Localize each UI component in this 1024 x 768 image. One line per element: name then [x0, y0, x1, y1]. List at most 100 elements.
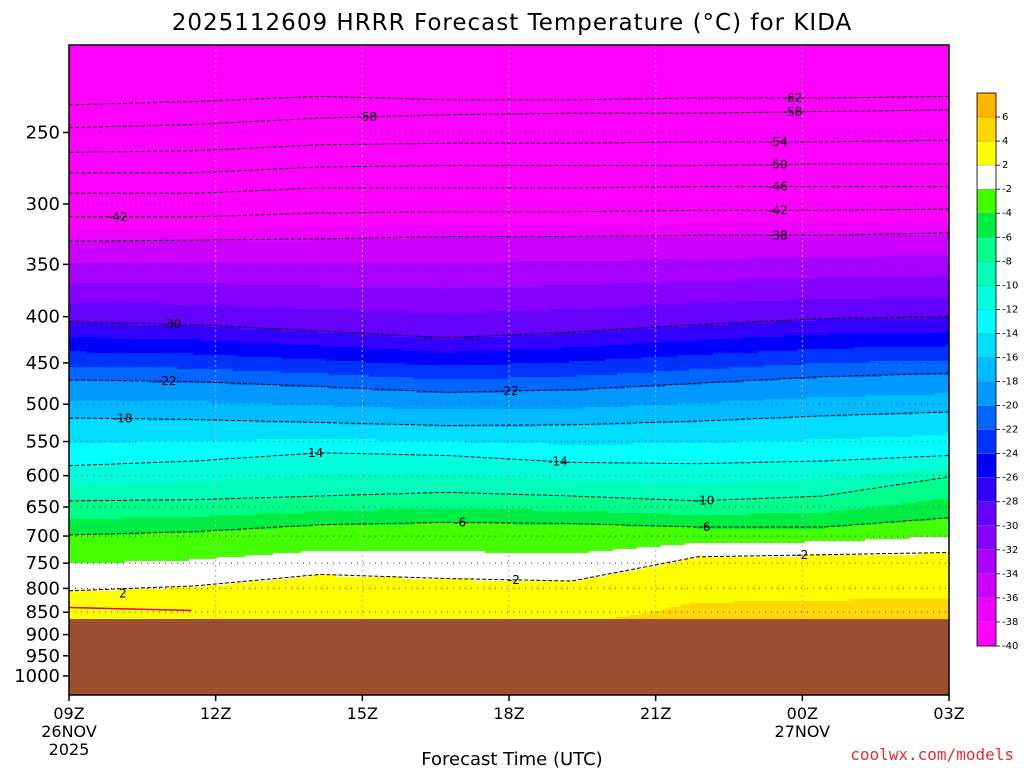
- colorbar-label: -10: [1002, 280, 1018, 291]
- fill-cell: [133, 325, 138, 340]
- fill-cell: [793, 365, 798, 380]
- fill-cell: [273, 553, 278, 580]
- fill-cell: [849, 363, 854, 378]
- fill-cell: [817, 417, 822, 440]
- fill-cell: [449, 409, 454, 428]
- fill-cell: [865, 491, 870, 508]
- fill-cell: [117, 519, 122, 536]
- fill-cell: [329, 263, 334, 288]
- fill-cell: [341, 439, 346, 456]
- fill-cell: [389, 349, 394, 364]
- fill-cell: [333, 45, 338, 228]
- fill-cell: [145, 263, 150, 284]
- fill-cell: [749, 481, 754, 500]
- fill-cell: [293, 45, 298, 228]
- fill-cell: [685, 223, 690, 238]
- colorbar-label: -14: [1002, 328, 1018, 339]
- fill-cell: [817, 497, 822, 514]
- fill-cell: [941, 435, 946, 458]
- fill-cell: [865, 395, 870, 416]
- fill-cell: [477, 409, 482, 428]
- fill-cell: [237, 327, 242, 342]
- fill-cell: [793, 299, 798, 322]
- fill-cell: [697, 223, 702, 238]
- fill-cell: [101, 367, 106, 382]
- fill-cell: [473, 581, 478, 620]
- fill-cell: [733, 383, 738, 402]
- fill-cell: [821, 257, 826, 278]
- fill-cell: [225, 459, 230, 480]
- fill-cell: [901, 347, 906, 362]
- fill-cell: [641, 547, 646, 570]
- fill-cell: [401, 475, 406, 496]
- fill-cell: [745, 259, 750, 280]
- fill-cell: [325, 333, 330, 348]
- fill-cell: [601, 237, 606, 262]
- fill-cell: [233, 229, 238, 242]
- fill-cell: [581, 553, 586, 580]
- fill-cell: [465, 225, 470, 238]
- fill-cell: [661, 423, 666, 444]
- fill-cell: [161, 241, 166, 264]
- fill-cell: [537, 553, 542, 582]
- fill-cell: [861, 541, 866, 556]
- fill-cell: [425, 509, 430, 524]
- fill-cell: [481, 409, 486, 428]
- fill-cell: [509, 509, 514, 524]
- fill-cell: [381, 377, 386, 392]
- fill-cell: [673, 483, 678, 502]
- fill-cell: [289, 439, 294, 456]
- fill-cell: [589, 407, 594, 426]
- colorbar-cell: [976, 261, 997, 286]
- fill-cell: [81, 229, 86, 244]
- fill-cell: [825, 319, 830, 336]
- fill-cell: [541, 409, 546, 426]
- fill-cell: [437, 365, 442, 380]
- fill-cell: [245, 479, 250, 500]
- fill-cell: [285, 359, 290, 374]
- fill-cell: [941, 413, 946, 436]
- fill-cell: [769, 513, 774, 530]
- fill-cell: [705, 325, 710, 340]
- fill-cell: [901, 539, 906, 556]
- fill-cell: [545, 237, 550, 262]
- fill-cell: [665, 225, 670, 238]
- fill-cell: [85, 337, 90, 354]
- fill-cell: [789, 321, 794, 336]
- fill-cell: [593, 497, 598, 512]
- fill-cell: [701, 259, 706, 282]
- fill-cell: [113, 381, 118, 402]
- fill-cell: [609, 425, 614, 446]
- fill-cell: [721, 603, 726, 620]
- fill-cell: [221, 355, 226, 370]
- fill-cell: [141, 283, 146, 304]
- fill-cell: [501, 393, 506, 410]
- fill-cell: [837, 601, 842, 620]
- fill-cell: [885, 319, 890, 334]
- fill-cell: [73, 337, 78, 352]
- fill-cell: [913, 375, 918, 396]
- fill-cell: [945, 537, 950, 554]
- fill-cell: [685, 259, 690, 282]
- fill-cell: [373, 263, 378, 288]
- fill-cell: [869, 277, 874, 300]
- fill-cell: [373, 363, 378, 378]
- fill-cell: [357, 389, 362, 408]
- fill-cell: [493, 45, 498, 226]
- fill-cell: [677, 561, 682, 608]
- fill-cell: [813, 463, 818, 480]
- fill-cell: [181, 283, 186, 306]
- fill-cell: [945, 223, 950, 234]
- fill-cell: [857, 599, 862, 620]
- fill-cell: [301, 345, 306, 360]
- fill-cell: [173, 561, 178, 588]
- fill-cell: [153, 303, 158, 326]
- fill-cell: [181, 263, 186, 284]
- fill-cell: [709, 543, 714, 558]
- fill-cell: [277, 527, 282, 554]
- fill-cell: [873, 347, 878, 362]
- fill-cell: [649, 373, 654, 388]
- fill-cell: [893, 297, 898, 320]
- fill-cell: [717, 325, 722, 340]
- fill-cell: [213, 283, 218, 306]
